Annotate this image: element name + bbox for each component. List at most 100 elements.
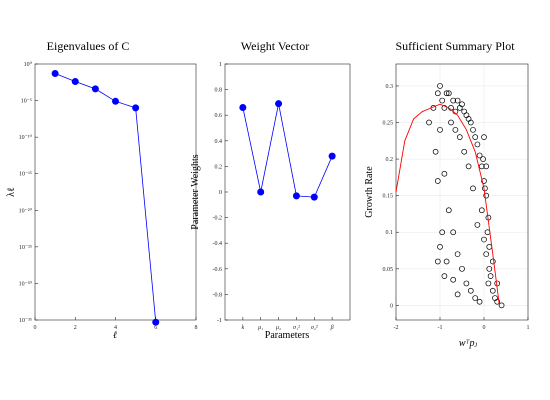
summary-plot-fit-line (395, 103, 500, 306)
eigenvalues-x-tick-label: 4 (114, 325, 117, 331)
weight-vector-category-label: k (242, 325, 245, 331)
weight-vector-panel: Weight Vector 1 0.8 0.6 0.4 0.2 0 -0.2 -0.4 -0.6… (190, 39, 351, 341)
summary-scatter-point (483, 192, 490, 199)
summary-scatter-point (454, 251, 461, 258)
summary-scatter-point (474, 141, 481, 148)
summary-scatter-point (463, 280, 470, 287)
eigenvalues-y-tick-label: 10⁻⁵ (21, 99, 32, 105)
summary-scatter-point (474, 222, 481, 228)
eigenvalues-title: Eigenvalues of C (47, 39, 130, 53)
summary-plot-y-tick-label: 0.1 (386, 230, 394, 236)
summary-scatter-point (478, 207, 485, 214)
weight-vector-category-label: β (330, 325, 334, 331)
weight-point (310, 193, 318, 201)
summary-scatter-point (481, 236, 487, 243)
eigenvalue-point (91, 85, 99, 93)
eigenvalues-x-tick-label: 6 (154, 325, 157, 331)
weight-vector-category-label: μ₂ (276, 325, 281, 331)
summary-scatter-point (470, 185, 476, 192)
summary-plot-title: Sufficient Summary Plot (395, 39, 515, 53)
eigenvalues-x-tick-label: 8 (195, 325, 198, 331)
weight-vector-y-tick-label: 0.2 (215, 164, 223, 170)
summary-scatter-point (443, 258, 450, 265)
summary-scatter-point (461, 148, 468, 155)
weight-vector-y-tick-label: -0.6 (213, 267, 223, 273)
summary-scatter-point (483, 163, 490, 170)
weight-vector-y-tick-label: 0.8 (215, 88, 223, 94)
summary-scatter-point (467, 287, 474, 294)
eigenvalue-point (132, 104, 140, 112)
eigenvalues-x-tick-label: 0 (34, 325, 37, 331)
eigenvalues-x-tick-label: 2 (74, 325, 77, 331)
summary-scatter-point (482, 185, 488, 192)
summary-scatter-point (483, 251, 490, 258)
weight-vector-y-tick-label: 0.6 (215, 113, 223, 119)
summary-scatter-point (441, 170, 448, 177)
weight-point (275, 100, 283, 108)
weight-vector-y-tick-label: 0.4 (215, 139, 223, 145)
summary-scatter-point (426, 119, 432, 126)
eigenvalues-y-tick-label: 10⁻³⁵ (19, 318, 32, 324)
summary-scatter-point (452, 126, 459, 133)
summary-scatter-point (486, 244, 493, 250)
summary-scatter-point (441, 273, 448, 279)
eigenvalue-point (71, 78, 79, 86)
summary-scatter-point (454, 291, 461, 298)
summary-plot-panel: Sufficient Summary Plot 0.3 0.25 0.2 0.15 0.… (364, 39, 530, 349)
summary-scatter-point (445, 207, 452, 214)
eigenvalues-y-tick-label: 10⁰ (24, 61, 33, 68)
summary-plot-y-tick-label: 0.05 (383, 267, 394, 273)
eigenvalues-series-line (54, 73, 157, 323)
summary-plot-x-label: wᵀpⱼ (459, 338, 478, 349)
summary-plot-y-tick-label: 0.2 (386, 157, 394, 163)
eigenvalue-point (152, 318, 160, 326)
summary-scatter-point (443, 90, 450, 97)
summary-scatter-point (459, 101, 465, 108)
summary-scatter-point (476, 152, 483, 159)
summary-scatter-point (486, 265, 493, 272)
summary-plot-x-tick-label: 0 (483, 325, 486, 331)
weight-point (292, 192, 300, 200)
weight-vector-category-label: σ₁² (293, 325, 300, 331)
summary-plot-x-tick-label: -2 (394, 325, 399, 331)
summary-scatter-point (434, 90, 441, 97)
summary-scatter-point (437, 83, 443, 89)
eigenvalues-y-tick-label: 10⁻¹⁰ (19, 134, 33, 141)
weight-vector-title: Weight Vector (241, 39, 309, 53)
summary-scatter-point (461, 108, 468, 115)
summary-scatter-point (450, 97, 457, 104)
summary-scatter-point (476, 298, 483, 305)
summary-scatter-point (437, 244, 443, 250)
summary-plot-y-label: Growth Rate (364, 166, 375, 218)
eigenvalues-y-tick-label: 10⁻¹⁵ (19, 172, 32, 178)
summary-scatter-point (485, 280, 492, 287)
weight-vector-category-label: σ₂² (311, 325, 318, 331)
summary-scatter-point (472, 295, 479, 301)
summary-scatter-point (478, 163, 485, 170)
summary-scatter-point (487, 273, 494, 279)
summary-scatter-point (459, 265, 465, 272)
eigenvalue-point (51, 70, 59, 78)
summary-scatter-point (489, 287, 496, 294)
weight-point (328, 152, 336, 160)
eigenvalues-x-label: ℓ (113, 330, 117, 341)
summary-scatter-point (456, 105, 463, 111)
summary-scatter-point (467, 119, 474, 126)
summary-scatter-point (448, 119, 454, 126)
summary-plot-y-tick-label: 0.15 (383, 194, 394, 200)
summary-plot-x-tick-label: 1 (527, 325, 530, 331)
summary-scatter-point (481, 134, 487, 140)
summary-plot-y-tick-label: 0.3 (386, 84, 394, 90)
summary-plot-axes-frame (395, 63, 529, 321)
summary-scatter-point (492, 295, 498, 301)
summary-scatter-point (463, 112, 470, 119)
weight-vector-y-tick-label: 1 (219, 62, 222, 68)
weight-vector-y-tick-label: -0.8 (213, 292, 223, 298)
eigenvalues-y-tick-label: 10⁻²⁰ (19, 207, 33, 214)
summary-scatter-point (480, 156, 486, 162)
summary-scatter-point (434, 178, 441, 184)
summary-scatter-point (470, 126, 476, 133)
summary-plot-y-tick-label: 0.25 (383, 121, 394, 127)
summary-scatter-point (465, 163, 472, 170)
